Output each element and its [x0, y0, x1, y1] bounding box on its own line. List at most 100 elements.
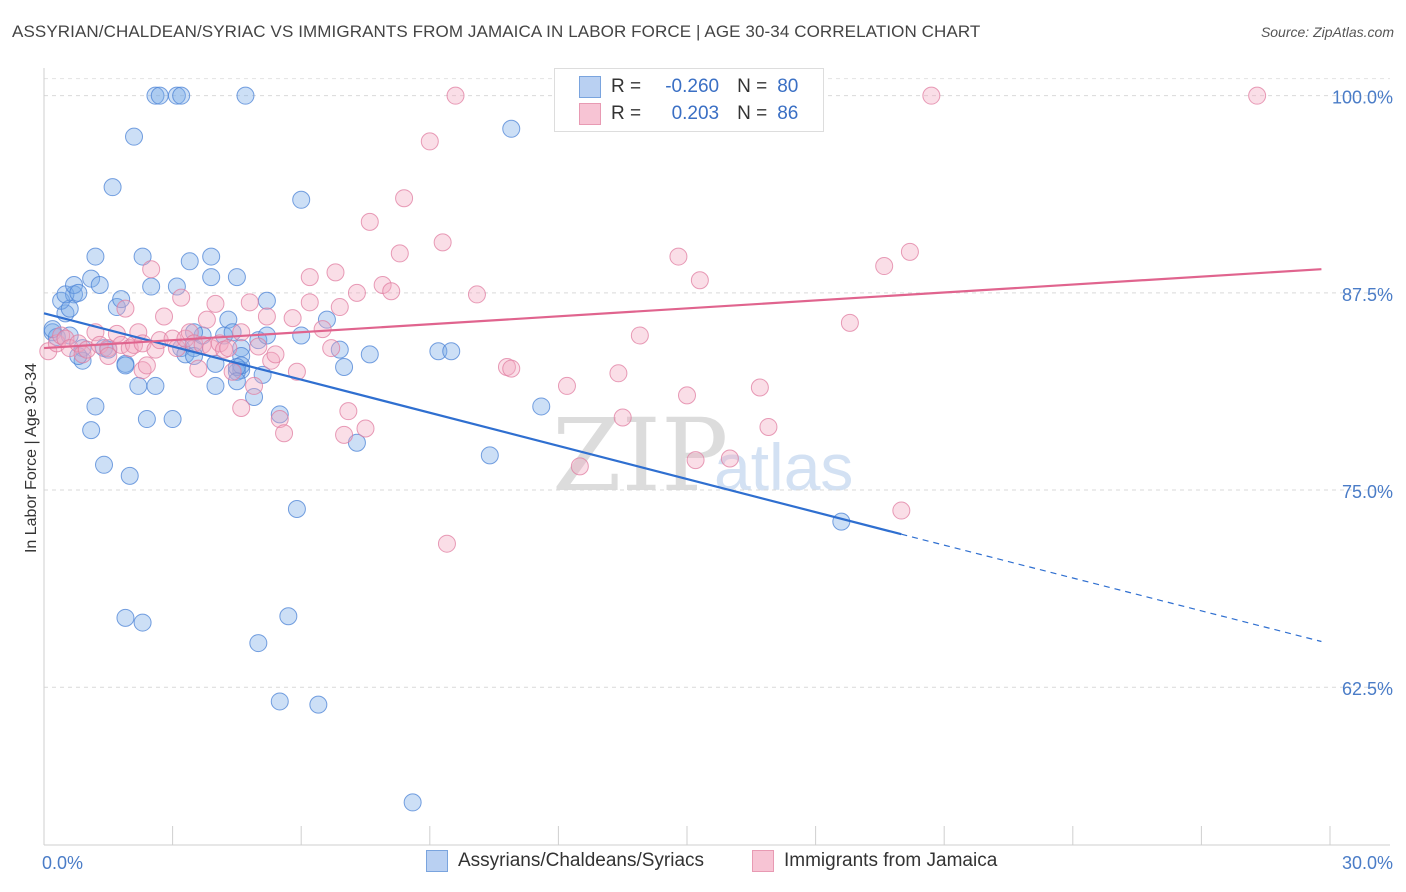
data-point: [330, 298, 349, 317]
data-point: [180, 323, 199, 342]
data-point: [167, 277, 186, 296]
data-point: [142, 260, 161, 279]
data-point: [245, 376, 264, 395]
data-point: [116, 356, 135, 375]
data-point: [309, 695, 328, 714]
data-point: [189, 359, 208, 378]
data-point: [236, 86, 255, 105]
data-point: [86, 247, 105, 266]
y-tick-labels: 62.5% 75.0% 87.5% 100.0%: [1332, 88, 1393, 700]
data-point: [99, 346, 118, 365]
data-point: [202, 247, 221, 266]
data-point: [690, 271, 709, 290]
trend-line-assyrians-projection: [901, 533, 1322, 643]
data-point: [125, 127, 144, 146]
data-point: [69, 283, 88, 302]
data-point: [630, 326, 649, 345]
legend-n-label: N =: [737, 103, 768, 124]
data-point: [335, 425, 354, 444]
data-point: [270, 410, 289, 429]
data-point: [146, 86, 165, 105]
legend-swatch-blue: [579, 76, 601, 98]
data-point: [287, 362, 306, 381]
data-point: [502, 119, 521, 138]
legend-r-label: R =: [611, 76, 642, 97]
data-point: [129, 376, 148, 395]
series-assyrians-points: [43, 86, 851, 812]
data-point: [227, 372, 246, 391]
data-point: [275, 424, 294, 443]
data-point: [142, 277, 161, 296]
legend-label-assyrians: Assyrians/Chaldeans/Syriacs: [458, 850, 705, 871]
data-point: [686, 451, 705, 470]
data-point: [356, 419, 375, 438]
axes: [43, 68, 1390, 846]
legend-item-jamaica: Immigrants from Jamaica: [752, 850, 997, 872]
data-point: [180, 252, 199, 271]
data-point: [227, 268, 246, 287]
data-point: [133, 247, 152, 266]
legend-n-label: N =: [737, 76, 768, 97]
data-point: [137, 356, 156, 375]
legend-n-value: 80: [777, 76, 799, 97]
data-point: [245, 387, 264, 406]
watermark-zip: ZIP: [552, 397, 728, 514]
data-point: [103, 178, 122, 197]
data-point: [133, 613, 152, 632]
chart-source: Source: ZipAtlas.com: [1260, 24, 1394, 40]
data-point: [232, 323, 251, 342]
data-point: [167, 86, 186, 105]
data-point: [720, 449, 739, 468]
legend-row-jamaica: R = 0.203 N = 86: [579, 101, 798, 127]
legend-r-value: -0.260: [665, 76, 720, 97]
data-point: [382, 282, 401, 301]
data-point: [1248, 86, 1267, 105]
legend-n-value: 86: [777, 103, 799, 124]
data-point: [116, 299, 135, 318]
data-point: [279, 607, 298, 626]
data-point: [60, 299, 79, 318]
legend-swatch-pink: [752, 850, 774, 872]
series-legend: Assyrians/Chaldeans/Syriacs Immigrants f…: [0, 850, 1406, 878]
data-point: [480, 446, 499, 465]
trend-line-jamaica: [43, 268, 1322, 350]
data-point: [467, 285, 486, 304]
data-point: [875, 257, 894, 276]
legend-label-jamaica: Immigrants from Jamaica: [784, 850, 998, 871]
y-tick-label: 75.0%: [1342, 482, 1393, 502]
y-axis-label: In Labor Force | Age 30-34: [23, 363, 40, 553]
data-point: [257, 291, 276, 310]
data-point: [339, 402, 358, 421]
data-point: [163, 410, 182, 429]
data-point: [116, 608, 135, 627]
y-tick-label: 100.0%: [1332, 88, 1393, 108]
data-point: [112, 290, 131, 309]
watermark-atlas: atlas: [714, 430, 853, 504]
chart-title: ASSYRIAN/CHALDEAN/SYRIAC VS IMMIGRANTS F…: [12, 22, 981, 41]
data-point: [437, 534, 456, 553]
data-point: [613, 408, 632, 427]
data-point: [420, 132, 439, 151]
data-point: [326, 263, 345, 282]
legend-swatch-pink: [579, 103, 601, 125]
data-point: [678, 386, 696, 405]
data-point: [150, 86, 169, 105]
watermark: ZIP atlas: [552, 397, 853, 514]
data-point: [922, 86, 941, 105]
data-point: [360, 212, 379, 231]
legend-r-value: 0.203: [671, 103, 720, 124]
correlation-legend: R = -0.260 N = 80 R = 0.203 N = 86: [554, 68, 824, 132]
trend-lines: [43, 268, 1322, 643]
data-point: [219, 339, 238, 358]
data-point: [202, 268, 221, 287]
data-point: [300, 293, 319, 312]
data-point: [347, 283, 366, 302]
legend-item-assyrians: Assyrians/Chaldeans/Syriacs: [426, 850, 704, 872]
data-point: [532, 397, 551, 416]
data-point: [292, 190, 311, 209]
data-point: [832, 512, 851, 531]
x-tick-label: 30.0%: [1342, 853, 1393, 873]
legend-r-label: R =: [611, 103, 642, 124]
data-point: [390, 244, 409, 263]
legend-row-assyrians: R = -0.260 N = 80: [579, 74, 798, 100]
